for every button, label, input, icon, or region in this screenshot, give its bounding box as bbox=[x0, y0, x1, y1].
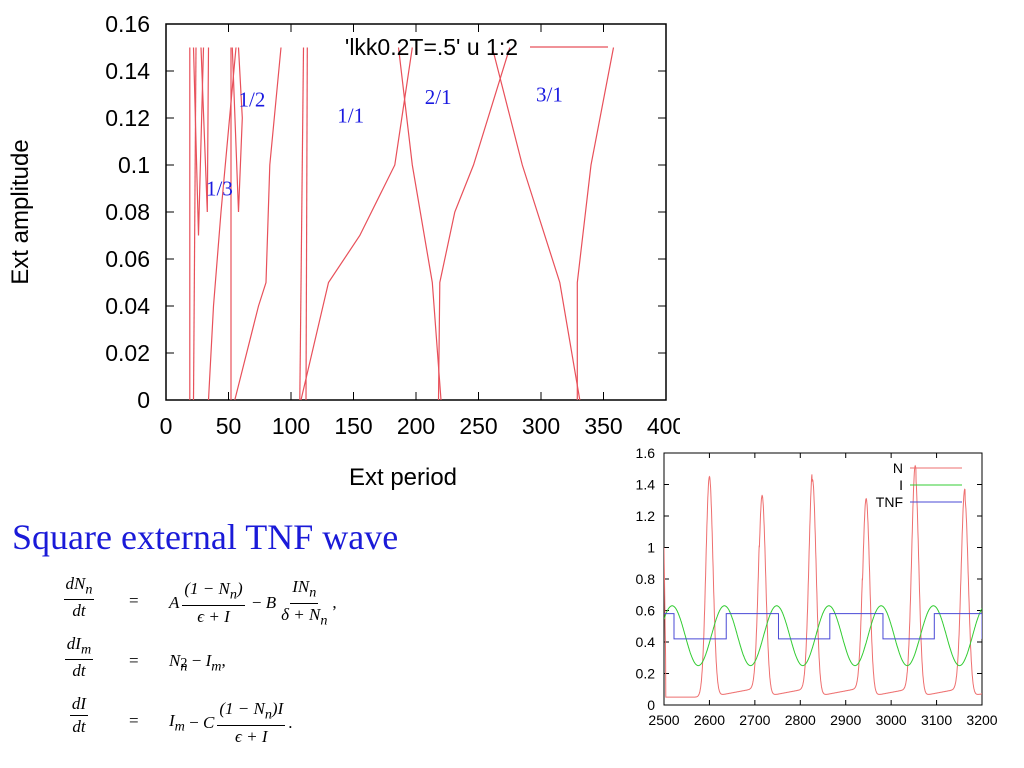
equation-3-rhs: Im − C (1 − Nn)I ϵ + I . bbox=[169, 699, 293, 746]
chart1-x-tick-label: 400 bbox=[647, 413, 680, 439]
chart2-y-tick-label: 0.6 bbox=[636, 603, 656, 619]
chart1-x-tick-label: 50 bbox=[216, 413, 242, 439]
chart2-x-tick-label: 2700 bbox=[739, 712, 770, 728]
chart1-x-tick-label: 350 bbox=[584, 413, 622, 439]
equation-3-lhs-num: dI bbox=[71, 694, 87, 713]
equals-sign: = bbox=[129, 591, 139, 610]
chart2-x-ticks: 2500 2600 2700 2800 2900 3000 3100 3200 bbox=[648, 453, 998, 728]
chart1-x-tick-label: 150 bbox=[334, 413, 372, 439]
equation-3-lhs-den: dt bbox=[72, 717, 86, 736]
series-line-n bbox=[664, 464, 982, 698]
chart1-y-tick-label: 0.14 bbox=[105, 58, 150, 84]
equation-3: dI dt = Im − C (1 − Nn)I ϵ + I . bbox=[55, 694, 575, 752]
chart1-series-line-8 bbox=[234, 47, 282, 401]
amplitude-period-chart: 0 0.02 0.04 0.06 0.08 0.1 0.12 0.14 0.16 0 50 100 1… bbox=[7, 11, 680, 491]
chart1-annotation: 2/1 bbox=[425, 85, 452, 109]
chart1-annotation: 1/3 bbox=[206, 177, 233, 201]
time-series-chart: 0 0.2 0.4 0.6 0.8 1 1.2 1.4 1.6 2500 2600 2700 2800… bbox=[636, 445, 998, 728]
chart1-series-line-9 bbox=[299, 47, 305, 401]
chart1-series-line-3 bbox=[192, 47, 205, 236]
chart1-x-tick-label: 0 bbox=[160, 413, 173, 439]
chart1-annotation: 3/1 bbox=[536, 83, 563, 107]
chart2-y-ticks: 0 0.2 0.4 0.6 0.8 1 1.2 1.4 1.6 bbox=[636, 445, 982, 713]
section-heading: Square external TNF wave bbox=[12, 517, 399, 557]
chart1-series-line-4 bbox=[200, 47, 210, 213]
chart2-x-tick-label: 2500 bbox=[648, 712, 679, 728]
equation-1-lhs-sub: n bbox=[85, 581, 93, 598]
chart1-y-tick-label: 0.12 bbox=[105, 105, 150, 131]
equation-2-lhs-den: dt bbox=[72, 661, 86, 681]
equation-1-lhs-den: dt bbox=[72, 601, 86, 621]
equation-1-rhs: A (1 − Nn) ϵ + I − B INn δ + Nn , bbox=[169, 577, 337, 628]
equation-3-lhs: dI dt bbox=[55, 694, 103, 737]
chart1-series-line-15 bbox=[576, 47, 615, 400]
chart2-y-tick-label: 1.6 bbox=[636, 445, 656, 461]
chart1-x-tick-label: 250 bbox=[459, 413, 497, 439]
chart1-y-tick-label: 0.1 bbox=[118, 152, 150, 178]
equation-2-lhs: dIm dt bbox=[55, 634, 103, 681]
chart1-series-line-13 bbox=[437, 47, 511, 401]
chart2-x-tick-label: 2900 bbox=[830, 712, 861, 728]
equation-1-lhs: dNn dt bbox=[55, 574, 103, 621]
chart1-series-line-5 bbox=[207, 47, 237, 401]
chart2-x-tick-label: 2600 bbox=[694, 712, 725, 728]
chart1-legend-label: 'lkk0.2T=.5' u 1:2 bbox=[345, 34, 518, 60]
chart2-legend-label: I bbox=[899, 477, 903, 493]
chart2-y-tick-label: 0.8 bbox=[636, 571, 656, 587]
chart2-legend-label: N bbox=[893, 460, 903, 476]
chart2-y-tick-label: 0 bbox=[647, 697, 655, 713]
chart1-y-ticks: 0 0.02 0.04 0.06 0.08 0.1 0.12 0.14 0.16 bbox=[105, 11, 666, 413]
chart1-series-line-12 bbox=[397, 47, 442, 401]
chart1-annotations: 1/3 1/2 1/1 2/1 3/1 bbox=[206, 83, 563, 201]
equation-2-rhs: Nn 2 − Im, bbox=[169, 650, 226, 675]
equation-1-lhs-num: dN bbox=[65, 574, 86, 593]
chart2-y-tick-label: 0.4 bbox=[636, 634, 656, 650]
chart2-y-tick-label: 1 bbox=[647, 540, 655, 556]
chart2-x-tick-label: 3200 bbox=[966, 712, 997, 728]
chart2-x-tick-label: 3000 bbox=[876, 712, 907, 728]
chart1-x-axis-label: Ext period bbox=[349, 464, 457, 491]
equation-1: dNn dt = A (1 − Nn) ϵ + I − B INn δ + Nn , bbox=[55, 574, 575, 632]
series-line-i bbox=[664, 605, 982, 667]
chart2-x-tick-label: 2800 bbox=[785, 712, 816, 728]
chart1-x-ticks: 0 50 100 150 200 250 300 350 400 bbox=[160, 24, 680, 439]
chart1-annotation: 1/2 bbox=[239, 87, 266, 111]
chart1-series-line-7 bbox=[231, 47, 243, 213]
chart1-x-tick-label: 200 bbox=[397, 413, 435, 439]
chart2-y-tick-label: 1.4 bbox=[636, 477, 656, 493]
chart1-frame bbox=[165, 23, 667, 401]
equation-system: dNn dt = A (1 − Nn) ϵ + I − B INn δ + Nn , … bbox=[55, 574, 575, 764]
chart1-plot-area bbox=[165, 23, 667, 401]
chart2-frame bbox=[663, 452, 983, 706]
chart2-series bbox=[664, 464, 982, 698]
chart1-x-tick-label: 100 bbox=[272, 413, 310, 439]
series-line-tnf bbox=[664, 613, 982, 640]
chart2-x-tick-label: 3100 bbox=[921, 712, 952, 728]
chart1-y-tick-label: 0.08 bbox=[105, 199, 150, 225]
chart2-plot-area bbox=[663, 452, 983, 706]
chart1-y-tick-label: 0.06 bbox=[105, 246, 150, 272]
chart1-y-tick-label: 0 bbox=[137, 387, 150, 413]
chart1-y-tick-label: 0.04 bbox=[105, 293, 150, 319]
chart1-x-tick-label: 300 bbox=[522, 413, 560, 439]
equals-sign: = bbox=[129, 711, 139, 730]
chart1-series-line-11 bbox=[300, 47, 413, 401]
chart1-y-axis-label: Ext amplitude bbox=[7, 139, 34, 284]
chart1-series-line-10 bbox=[305, 47, 308, 401]
chart1-annotation: 1/1 bbox=[337, 104, 364, 128]
chart1-y-tick-label: 0.16 bbox=[105, 11, 150, 37]
chart2-y-tick-label: 1.2 bbox=[636, 508, 656, 524]
chart2-legend-label: TNF bbox=[876, 494, 903, 510]
equation-2-lhs-num: dI bbox=[66, 634, 81, 653]
equation-2-lhs-sub: m bbox=[80, 641, 92, 658]
chart1-y-tick-label: 0.02 bbox=[105, 340, 150, 366]
chart2-y-tick-label: 0.2 bbox=[636, 666, 656, 682]
equals-sign: = bbox=[129, 651, 139, 670]
chart1-series bbox=[189, 47, 615, 401]
equation-2: dIm dt = Nn 2 − Im, bbox=[55, 634, 575, 692]
chart1-legend: 'lkk0.2T=.5' u 1:2 bbox=[345, 34, 608, 60]
chart1-series-line-14 bbox=[491, 47, 581, 401]
